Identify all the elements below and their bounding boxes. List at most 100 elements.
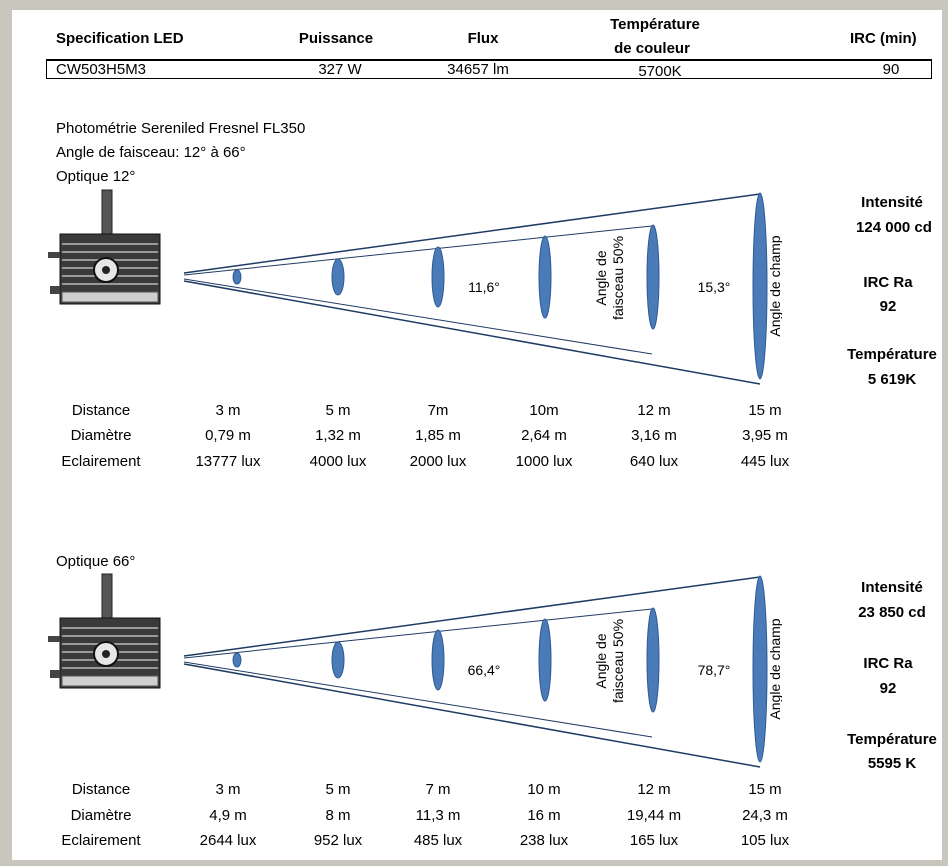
irc-ra-label: IRC Ra xyxy=(863,274,913,291)
field-edge-line xyxy=(183,280,761,385)
optic-label: Optique 66° xyxy=(56,553,136,570)
distance-cell: 7m xyxy=(427,402,449,419)
table-border xyxy=(46,59,47,79)
row-label-diameter: Diamètre xyxy=(70,427,132,444)
illuminance-cell: 2000 lux xyxy=(409,453,467,470)
spec-sheet: Specification LED Puissance Flux Tempéra… xyxy=(12,10,942,860)
intensity-value: 124 000 cd xyxy=(856,219,932,236)
row-label-diameter: Diamètre xyxy=(70,807,132,824)
diameter-cell: 3,16 m xyxy=(631,427,677,444)
intensity-label: Intensité xyxy=(861,579,923,596)
row-label-illuminance: Eclairement xyxy=(61,453,141,470)
beam-edge-line xyxy=(183,225,653,276)
field-annotation-line1: Angle de champ xyxy=(767,618,782,719)
distance-cell: 15 m xyxy=(748,402,782,419)
intensity-label: Intensité xyxy=(861,194,923,211)
beam-edge-line xyxy=(183,661,653,738)
field-annotation-line1: Angle de champ xyxy=(767,235,782,336)
diameter-cell: 8 m xyxy=(325,807,351,824)
irc-ra-value: 92 xyxy=(879,298,897,315)
flux-value: 34657 lm xyxy=(447,61,509,78)
diameter-cell: 2,64 m xyxy=(521,427,567,444)
intensity-value: 23 850 cd xyxy=(858,604,926,621)
ellipse-15m xyxy=(752,192,768,380)
beam-annotation-line2: faisceau 50% xyxy=(610,236,626,320)
illuminance-cell: 238 lux xyxy=(519,832,569,849)
ellipse-10m xyxy=(538,235,552,319)
ellipse-7m xyxy=(431,629,445,691)
col-irc-header: IRC (min) xyxy=(850,30,917,47)
distance-cell: 12 m xyxy=(637,781,671,798)
row-label-distance: Distance xyxy=(71,781,131,798)
ellipse-12m xyxy=(646,224,660,330)
beam-cone: 11,6° 15,3° Angle de faisceau 50% Angle … xyxy=(183,192,782,385)
illuminance-cell: 2644 lux xyxy=(199,832,257,849)
beam-edge-line xyxy=(183,608,653,659)
illuminance-cell: 1000 lux xyxy=(515,453,573,470)
table-rule xyxy=(46,59,932,61)
temperature-value: 5 619K xyxy=(867,371,917,388)
distance-cell: 5 m xyxy=(325,781,351,798)
illuminance-cell: 13777 lux xyxy=(195,453,261,470)
field-angle: 15,3° xyxy=(698,279,731,295)
fresnel-projector-icon xyxy=(48,189,161,305)
temperature-label: Température xyxy=(847,346,937,363)
col-temp-header-line2: de couleur xyxy=(614,40,690,57)
ellipse-5m xyxy=(331,641,345,679)
diameter-cell: 0,79 m xyxy=(205,427,251,444)
col-temp-header-line1: Température xyxy=(610,16,700,33)
illuminance-cell: 952 lux xyxy=(313,832,363,849)
illuminance-cell: 105 lux xyxy=(740,832,790,849)
beam-annotation-line2: faisceau 50% xyxy=(610,619,626,703)
ellipse-15m xyxy=(752,575,768,763)
diameter-cell: 24,3 m xyxy=(742,807,788,824)
ellipse-3m xyxy=(232,269,242,285)
diameter-cell: 16 m xyxy=(527,807,561,824)
table-rule xyxy=(46,78,932,79)
row-label-illuminance: Eclairement xyxy=(61,832,141,849)
fresnel-projector-icon xyxy=(48,573,161,689)
power-value: 327 W xyxy=(318,61,362,78)
beam-annotation-line1: Angle de xyxy=(593,250,609,305)
diameter-cell: 3,95 m xyxy=(742,427,788,444)
diameter-cell: 1,85 m xyxy=(415,427,461,444)
diameter-cell: 4,9 m xyxy=(209,807,247,824)
illuminance-cell: 165 lux xyxy=(629,832,679,849)
beam-annotation-line1: Angle de xyxy=(593,633,609,688)
beam-edge-line xyxy=(183,278,653,355)
diameter-cell: 11,3 m xyxy=(415,807,461,824)
illuminance-cell: 445 lux xyxy=(740,453,790,470)
row-label-distance: Distance xyxy=(71,402,131,419)
temperature-label: Température xyxy=(847,731,937,748)
distance-cell: 3 m xyxy=(215,402,241,419)
field-angle: 78,7° xyxy=(698,662,731,678)
field-edge-line xyxy=(183,663,761,768)
diameter-cell: 1,32 m xyxy=(315,427,361,444)
distance-cell: 10 m xyxy=(527,781,561,798)
ellipse-10m xyxy=(538,618,552,702)
col-spec-header: Specification LED xyxy=(56,30,184,47)
beam-angle: 66,4° xyxy=(468,662,501,678)
field-edge-line xyxy=(183,193,761,274)
table-border xyxy=(931,59,932,79)
beam-range: Angle de faisceau: 12° à 66° xyxy=(56,144,246,161)
distance-cell: 3 m xyxy=(215,781,241,798)
temp-value: 5700K xyxy=(638,63,682,80)
illuminance-cell: 4000 lux xyxy=(309,453,367,470)
distance-cell: 7 m xyxy=(425,781,451,798)
ellipse-5m xyxy=(331,258,345,296)
diameter-cell: 19,44 m xyxy=(626,807,682,824)
distance-cell: 5 m xyxy=(325,402,351,419)
distance-cell: 10m xyxy=(529,402,559,419)
spec-value: CW503H5M3 xyxy=(56,61,147,78)
field-edge-line xyxy=(183,576,761,657)
col-power-header: Puissance xyxy=(298,30,374,47)
col-flux-header: Flux xyxy=(467,30,499,47)
irc-value: 90 xyxy=(882,61,900,78)
ellipse-12m xyxy=(646,607,660,713)
optic-label: Optique 12° xyxy=(56,168,136,185)
illuminance-cell: 485 lux xyxy=(413,832,463,849)
photometry-title: Photométrie Sereniled Fresnel FL350 xyxy=(56,120,306,137)
distance-cell: 15 m xyxy=(748,781,782,798)
distance-cell: 12 m xyxy=(637,402,671,419)
